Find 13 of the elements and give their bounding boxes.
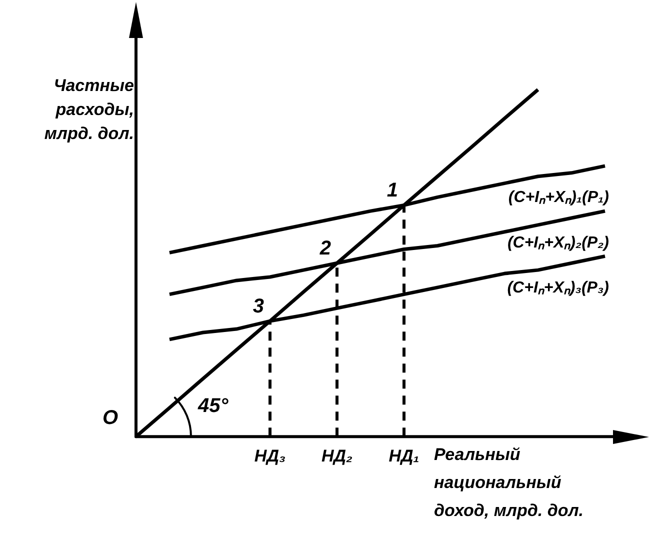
- x-tick-label: НД₂: [321, 446, 354, 466]
- series-label: (C+Iₙ+Xₙ)₃(P₃): [507, 279, 609, 296]
- x-axis-title: Реальный национальный доход, млрд. дол.: [434, 444, 584, 520]
- annotation: 2: [318, 238, 331, 260]
- y-axis-title: Частные расходы, млрд. дол.: [44, 76, 134, 144]
- series-label: (C+Iₙ+Xₙ)₂(P₂): [507, 234, 609, 252]
- annotation: 45°: [197, 395, 230, 418]
- annotation: 1: [386, 180, 398, 202]
- x-tick-label: НД₁: [388, 446, 420, 466]
- annotation: 3: [252, 296, 264, 318]
- text: O: [102, 407, 118, 430]
- series-label: (C+Iₙ+Xₙ)₁(P₁): [508, 189, 609, 206]
- x-tick-label: НД₃: [254, 446, 286, 466]
